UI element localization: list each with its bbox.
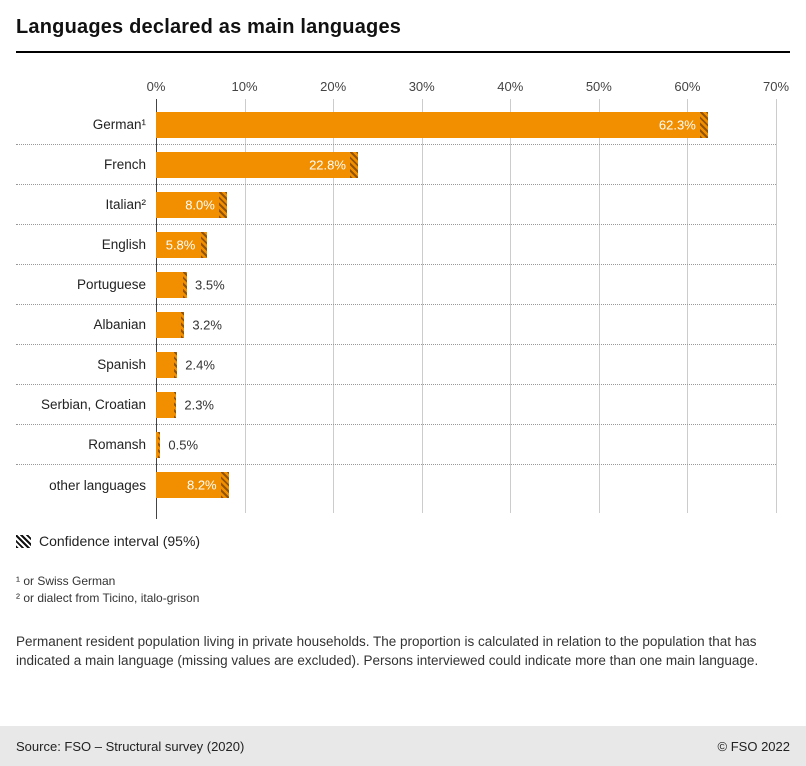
bar-value-label: 5.8% (165, 237, 196, 252)
gridline (421, 99, 423, 513)
x-axis-tick: 20% (320, 79, 347, 94)
category-label: Serbian, Croatian (40, 397, 146, 412)
page-title: Languages declared as main languages (16, 16, 790, 53)
bar-chart: 0% 10% 20% 30% 40% 50% 60% 70% German¹ 62.3% Fren… (16, 79, 789, 519)
confidence-interval-hatch (349, 151, 358, 178)
footnote-2: ² or dialect from Ticino, italo-grison (16, 591, 200, 606)
bar-row: English 5.8% (16, 225, 776, 265)
x-axis-tick: 60% (674, 79, 701, 94)
confidence-interval-hatch (174, 351, 178, 378)
gridline (598, 99, 600, 513)
plot-area: German¹ 62.3% French 22.8% Italian² 8.0% Engli… (16, 99, 777, 519)
gridline (687, 99, 689, 513)
bar-track: 3.5% (156, 265, 776, 304)
bar-row: other languages 8.2% (16, 465, 776, 505)
footer-bar: Source: FSO – Structural survey (2020) ©… (0, 726, 806, 766)
bar-value-label: 2.3% (184, 397, 214, 412)
source-label: Source: FSO – Structural survey (2020) (16, 738, 245, 754)
bar: 8.2% (156, 472, 229, 498)
bar-track: 8.2% (156, 465, 776, 505)
category-label: Portuguese (76, 277, 146, 292)
gridlines (156, 99, 777, 519)
x-axis-tick: 70% (762, 79, 790, 94)
category-label: French (103, 157, 146, 172)
bar-track: 0.5% (156, 425, 776, 464)
bar-row: Albanian 3.2% (16, 305, 776, 345)
x-axis: 0% 10% 20% 30% 40% 50% 60% 70% (147, 79, 789, 97)
category-label: Romansh (88, 437, 146, 452)
bar-value-label: 62.3% (658, 117, 696, 132)
bar (156, 391, 177, 418)
methodology-note: Permanent resident population living in … (16, 633, 759, 669)
confidence-interval-hatch (183, 271, 187, 298)
bar-value-label: 8.0% (185, 197, 215, 212)
bar (156, 271, 187, 298)
bar-row: Serbian, Croatian 2.3% (16, 385, 776, 425)
bar-track: 2.3% (156, 385, 776, 424)
bar (156, 351, 178, 378)
confidence-interval-hatch (220, 472, 229, 498)
legend-label: Confidence interval (95%) (39, 533, 201, 549)
confidence-interval-hatch (218, 191, 227, 218)
confidence-interval-hatch (158, 431, 161, 458)
gridline (776, 99, 777, 513)
category-label: other languages (49, 477, 146, 493)
x-axis-tick: 40% (497, 79, 524, 94)
bar-row: Spanish 2.4% (16, 345, 776, 385)
bar-rows: German¹ 62.3% French 22.8% Italian² 8.0% Engli… (16, 105, 776, 505)
legend: Confidence interval (95%) (16, 533, 790, 549)
hatch-swatch-icon (16, 534, 31, 548)
x-axis-tick: 30% (408, 79, 435, 94)
bar (156, 311, 185, 338)
bar-track: 22.8% (156, 145, 776, 184)
page: Languages declared as main languages 0% 1… (16, 16, 790, 669)
category-label: German¹ (92, 117, 146, 132)
x-axis-tick: 0% (146, 79, 166, 94)
bar-row: German¹ 62.3% (16, 105, 776, 145)
bar (156, 431, 161, 458)
x-axis-tick: 50% (585, 79, 612, 94)
confidence-interval-hatch (201, 231, 208, 258)
footnotes: ¹ or Swiss German ² or dialect from Tici… (16, 573, 790, 608)
axis-line (156, 99, 157, 519)
category-label: Spanish (97, 357, 146, 372)
bar-track: 2.4% (156, 345, 776, 384)
gridline (510, 99, 512, 513)
x-axis-tick: 10% (231, 79, 258, 94)
bar: 5.8% (156, 231, 208, 258)
bar-value-label: 3.2% (192, 317, 222, 332)
bar-value-label: 0.5% (168, 437, 199, 452)
bar-value-label: 22.8% (309, 157, 346, 172)
bar-value-label: 8.2% (186, 477, 217, 493)
gridline (333, 99, 335, 513)
bar-value-label: 2.4% (185, 357, 215, 372)
bar-row: Italian² 8.0% (16, 185, 776, 225)
bar-row: Portuguese 3.5% (16, 265, 776, 305)
bar: 62.3% (156, 111, 708, 138)
bar-track: 62.3% (156, 105, 776, 144)
bar-track: 3.2% (156, 305, 776, 344)
bar-track: 5.8% (156, 225, 776, 264)
confidence-interval-hatch (181, 311, 185, 338)
bar: 8.0% (156, 191, 227, 218)
copyright-label: © FSO 2022 (717, 738, 790, 754)
bar-row: French 22.8% (16, 145, 776, 185)
footnote-1: ¹ or Swiss German (16, 574, 116, 588)
gridline (244, 99, 246, 513)
bar: 22.8% (156, 151, 358, 178)
category-label: English (101, 237, 146, 252)
category-label: Albanian (93, 317, 146, 332)
confidence-interval-hatch (699, 111, 708, 138)
category-label: Italian² (105, 197, 146, 212)
bar-value-label: 3.5% (195, 277, 225, 292)
bar-row: Romansh 0.5% (16, 425, 776, 465)
confidence-interval-hatch (174, 391, 177, 418)
bar-track: 8.0% (156, 185, 776, 224)
